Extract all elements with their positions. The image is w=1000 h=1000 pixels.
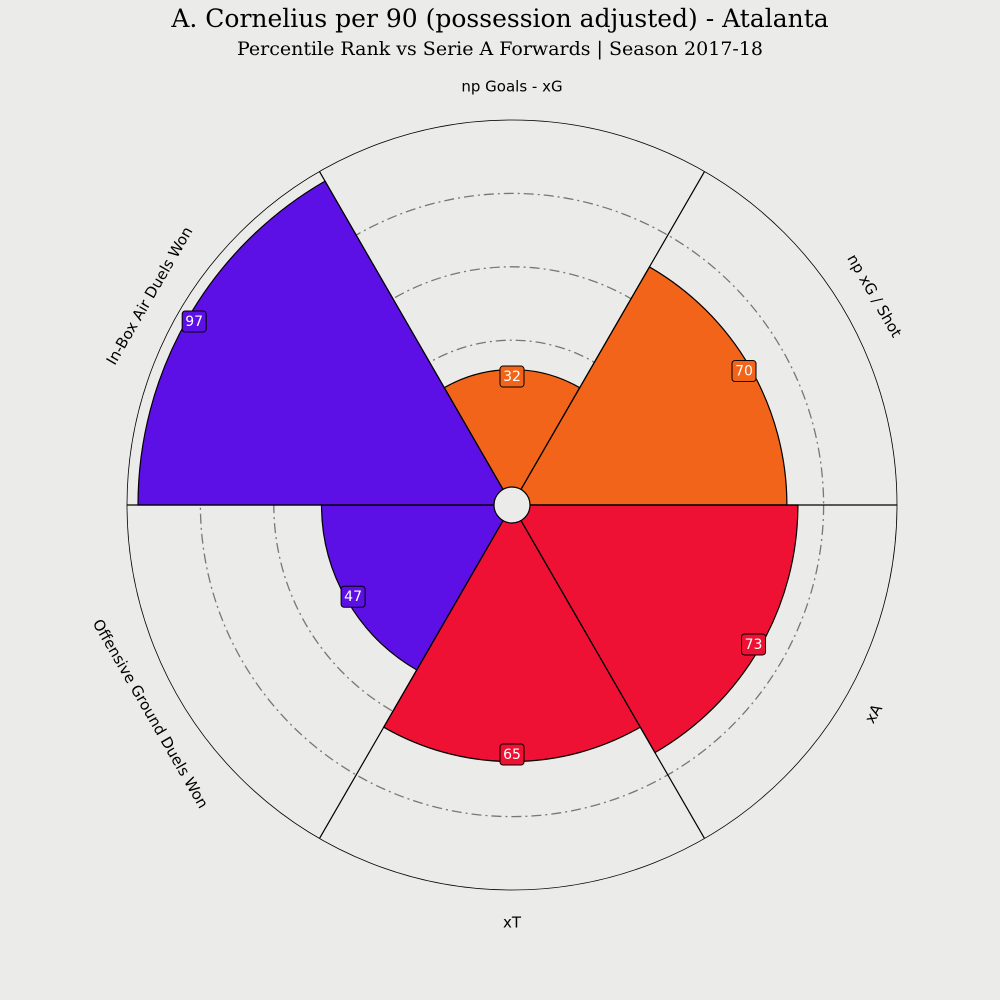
value-label: 32 [503,369,521,385]
value-box [499,743,525,766]
chart-title: A. Cornelius per 90 (possession adjusted… [171,4,829,33]
slice-boundary-line [318,504,513,839]
value-label: 47 [344,589,362,605]
value-label: 73 [745,637,763,653]
slice-boundary-line [318,171,513,506]
parameter-label: xA [861,700,887,726]
pizza-slice [137,180,514,506]
value-label: 65 [503,747,521,763]
chart-subtitle: Percentile Rank vs Serie A Forwards | Se… [236,38,764,60]
slice-boundary-line [511,504,706,839]
value-box [741,633,767,656]
parameter-label: Offensive Ground Duels Won [89,616,212,812]
parameter-label: xT [503,914,522,932]
center-circle [493,486,531,524]
value-box [340,585,366,608]
value-label: 70 [735,364,753,380]
value-label: 97 [185,314,203,330]
parameter-label: np xG / Shot [843,251,905,341]
value-box [181,310,207,333]
parameter-label: np Goals - xG [461,78,562,96]
value-box [731,360,757,383]
value-box [499,365,525,388]
slice-boundary-line [511,171,706,506]
